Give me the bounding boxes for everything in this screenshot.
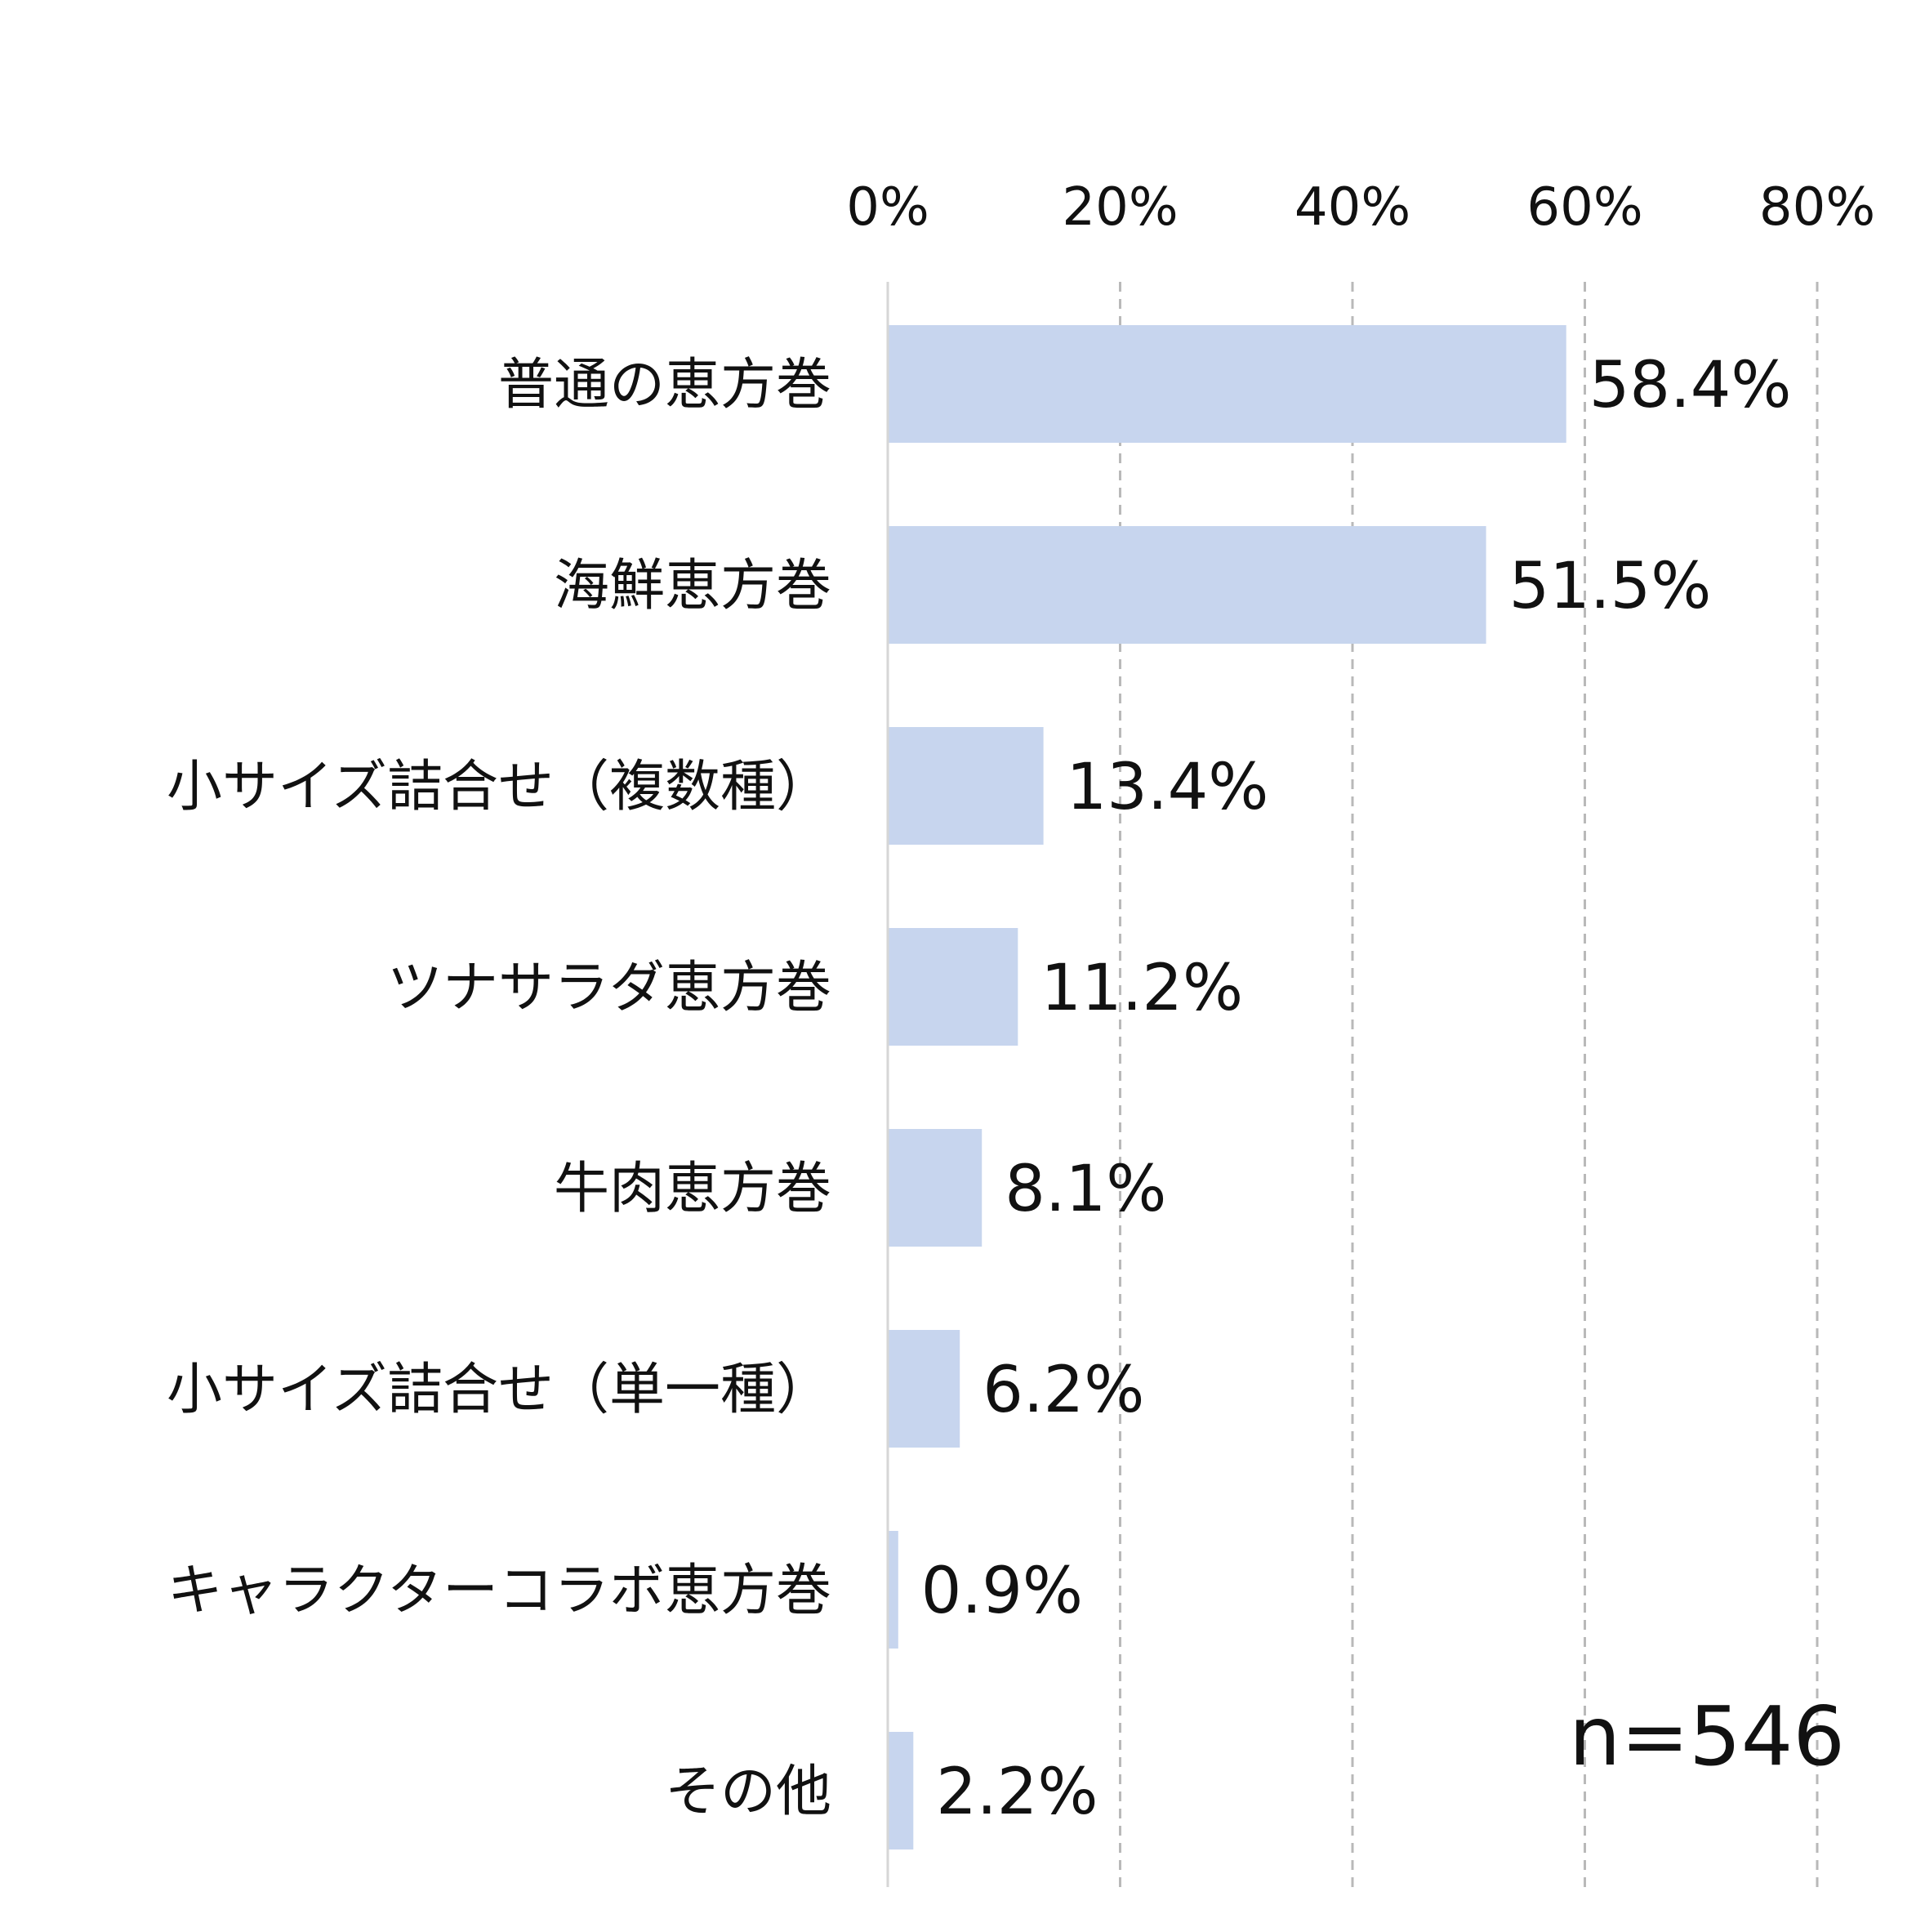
x-tick-label: 40% xyxy=(1294,177,1410,238)
value-label: 58.4% xyxy=(1589,349,1792,422)
x-tick-label: 80% xyxy=(1759,177,1875,238)
gridlines xyxy=(1119,282,1819,1887)
bar xyxy=(888,325,1566,443)
category-label: 小サイズ詰合せ（単一種） xyxy=(167,1358,831,1422)
bar xyxy=(888,1330,960,1448)
category-label: 海鮮恵方巻 xyxy=(554,554,831,618)
bar xyxy=(888,1531,898,1649)
x-tick-label: 20% xyxy=(1062,177,1178,238)
value-label: 51.5% xyxy=(1509,550,1712,623)
category-label: 普通の恵方巻 xyxy=(498,353,831,417)
sample-size-note: n=546 xyxy=(1569,1689,1845,1784)
bar xyxy=(888,526,1486,644)
value-label: 11.2% xyxy=(1040,952,1243,1025)
value-label: 0.9% xyxy=(921,1555,1083,1628)
bar xyxy=(888,1129,983,1247)
category-label: キャラクターコラボ恵方巻 xyxy=(167,1559,831,1623)
category-label: その他 xyxy=(665,1760,831,1824)
category-label: ツナサラダ恵方巻 xyxy=(387,956,831,1020)
value-label: 13.4% xyxy=(1067,751,1269,824)
value-label: 6.2% xyxy=(983,1354,1144,1427)
bar xyxy=(888,1732,914,1849)
bar xyxy=(888,727,1044,845)
x-tick-label: 60% xyxy=(1526,177,1642,238)
value-label: 2.2% xyxy=(936,1756,1098,1829)
x-tick-label: 0% xyxy=(846,177,929,238)
bars xyxy=(888,325,1566,1849)
value-labels: 58.4% 51.5% 13.4% 11.2% 8.1% 6.2% 0.9% 2.2% xyxy=(921,349,1792,1829)
bar xyxy=(888,928,1018,1046)
x-tick-labels: 0% 20% 40% 60% 80% xyxy=(846,177,1875,238)
category-label: 小サイズ詰合せ（複数種） xyxy=(167,755,831,819)
value-label: 8.1% xyxy=(1005,1153,1166,1226)
category-label: 牛肉恵方巻 xyxy=(554,1157,831,1221)
